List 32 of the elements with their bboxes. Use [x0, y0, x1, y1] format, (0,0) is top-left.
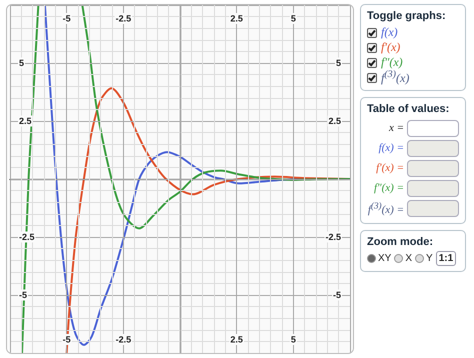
text: f″(x)	[381, 55, 403, 69]
y-tick-label: -5	[19, 290, 28, 300]
y2-tick-label: -2.5	[325, 232, 341, 242]
text: f(x)	[381, 25, 398, 39]
text: Y	[426, 253, 433, 264]
x-tick-label: 5	[290, 334, 296, 344]
x2-tick-label: 5	[290, 14, 296, 24]
x-tick-label: -5	[62, 334, 71, 344]
text: Table of values:	[367, 103, 450, 115]
text: f$^{(3)}$(x) =	[368, 200, 404, 216]
y2-tick-label: -5	[332, 290, 341, 300]
x2-tick-label: 2.5	[230, 14, 243, 24]
x-tick-label: -2.5	[116, 334, 132, 344]
text: f′(x) =	[376, 162, 404, 174]
text: f′(x)	[381, 40, 400, 54]
text: Zoom mode:	[367, 236, 434, 248]
text: x =	[388, 122, 404, 134]
text: f″(x) =	[374, 182, 404, 194]
y-tick-label: 2.5	[19, 116, 32, 126]
y-tick-label: -2.5	[19, 232, 35, 242]
text: f(x) =	[378, 142, 404, 154]
text: f$^{(3)}$(x)	[381, 69, 410, 85]
text: X	[405, 253, 412, 264]
y2-tick-label: 2.5	[328, 116, 341, 126]
button: 1:1	[436, 251, 456, 266]
text: XY	[378, 253, 392, 264]
y2-tick-label: 5	[336, 58, 341, 68]
x-tick-label: 2.5	[230, 334, 243, 344]
x2-tick-label: -5	[62, 14, 71, 24]
x2-tick-label: -2.5	[116, 14, 132, 24]
text: Toggle graphs:	[367, 10, 447, 22]
y-tick-label: 5	[19, 58, 24, 68]
